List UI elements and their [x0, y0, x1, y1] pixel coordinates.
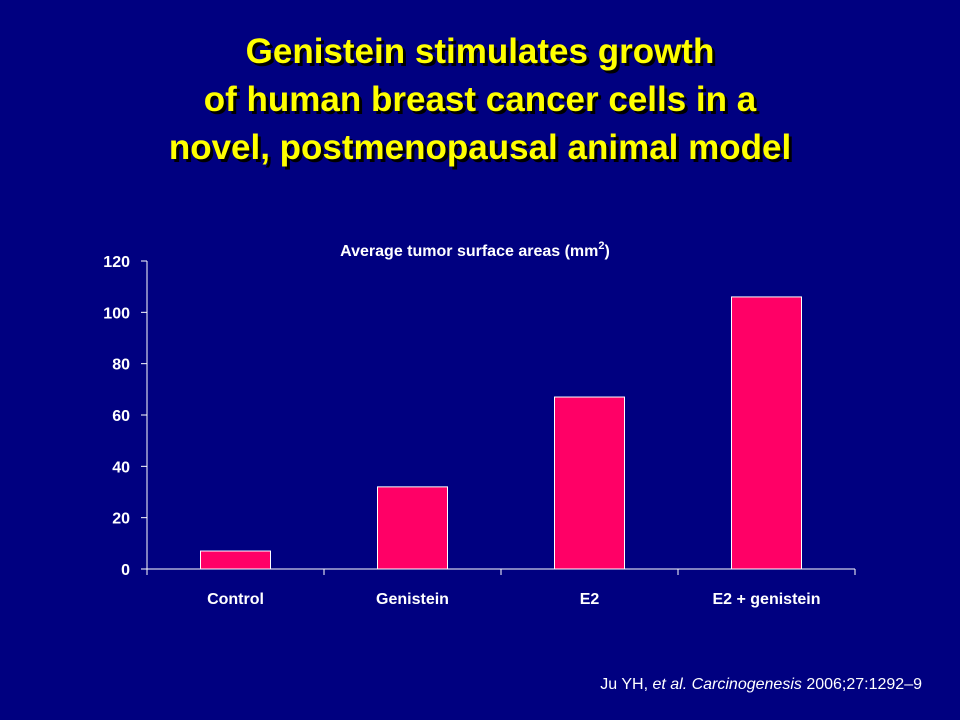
y-tick-label: 20 — [112, 511, 130, 528]
chart-title: Average tumor surface areas (mm2) — [340, 240, 610, 260]
slide-title: Genistein stimulates growth of human bre… — [0, 28, 960, 172]
x-tick-label: E2 + genistein — [712, 591, 820, 608]
citation-details: 2006;27:1292–9 — [801, 676, 922, 693]
bar — [554, 396, 625, 570]
y-tick-label: 120 — [103, 254, 130, 271]
x-tick-label: Control — [207, 591, 264, 608]
citation-etal: et al. — [652, 676, 692, 693]
citation-journal: Carcinogenesis — [691, 676, 802, 693]
chart-title-suffix: ) — [604, 243, 609, 260]
bar — [200, 550, 271, 570]
bar — [731, 296, 802, 570]
y-tick-label: 40 — [112, 459, 130, 476]
y-tick-label: 80 — [112, 357, 130, 374]
bar — [377, 486, 448, 570]
slide-title-line-2: of human breast cancer cells in a — [203, 80, 757, 119]
citation: Ju YH, et al. Carcinogenesis 2006;27:129… — [600, 676, 922, 694]
y-tick-label: 60 — [112, 408, 130, 425]
chart-title-main: Average tumor surface areas (mm — [340, 243, 598, 260]
chart-plot-area: 0 20 40 60 80 100 120 Control Genistein E2 E2 + ge… — [103, 254, 856, 608]
citation-authors: Ju YH, — [600, 676, 653, 693]
x-tick-label: Genistein — [376, 591, 449, 608]
y-tick-label: 100 — [103, 305, 130, 322]
slide-title-line-1: Genistein stimulates growth — [245, 32, 715, 71]
chart-title-superscript: 2 — [598, 240, 604, 252]
slide-title-line-3: novel, postmenopausal animal model — [168, 128, 792, 167]
y-tick-label: 0 — [121, 562, 130, 579]
x-tick-label: E2 — [580, 591, 600, 608]
